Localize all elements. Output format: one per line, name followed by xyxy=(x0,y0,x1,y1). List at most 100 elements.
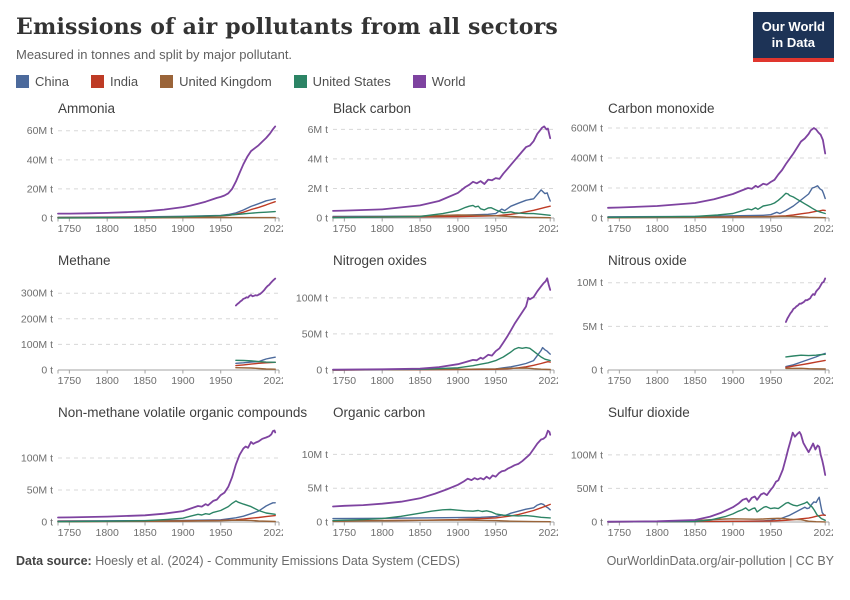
legend-label: United States xyxy=(312,74,391,89)
x-tick-label: 1850 xyxy=(133,527,157,539)
chart-plot-black-carbon: 0 t 2M t 4M t 6M t 1750 1800 1850 1900 1950 2022 xyxy=(308,124,558,235)
footer-link[interactable]: OurWorldinData.org/air-pollution | CC BY xyxy=(606,554,834,568)
series-line-china xyxy=(57,502,276,522)
x-tick-label: 1950 xyxy=(209,527,233,539)
x-tick-label: 1900 xyxy=(171,223,195,235)
x-tick-label: 1750 xyxy=(608,375,632,387)
x-tick-label: 1850 xyxy=(408,375,432,387)
x-tick-label: 1950 xyxy=(484,223,508,235)
y-tick-label: 6M t xyxy=(308,124,329,136)
series-line-india xyxy=(607,514,826,523)
y-tick-label: 0 t xyxy=(316,517,328,529)
series-line-united-kingdom xyxy=(607,517,826,523)
y-tick-label: 50M t xyxy=(27,485,53,497)
series-line-china xyxy=(607,185,826,218)
chart-plot-sulfur-dioxide: 0 t 50M t 100M t 1750 1800 1850 1900 1950 2022 xyxy=(571,431,833,539)
y-tick-label: 5M t xyxy=(308,483,329,495)
y-tick-label: 0 t xyxy=(41,213,53,225)
series-line-united-kingdom xyxy=(57,519,276,523)
y-tick-label: 100M t xyxy=(21,339,53,351)
y-tick-label: 400M t xyxy=(571,153,603,165)
x-tick-label: 1950 xyxy=(484,527,508,539)
chart-title-non-methane-volatile-organic-compounds: Non-methane volatile organic compounds xyxy=(58,405,308,420)
y-tick-label: 40M t xyxy=(27,154,53,166)
chart-plot-non-methane-volatile-organic-compounds: 0 t 50M t 100M t 1750 1800 1850 1900 1950 2022 xyxy=(21,429,283,539)
x-tick-label: 1750 xyxy=(58,223,82,235)
y-tick-label: 200M t xyxy=(571,183,603,195)
chart-nitrogen-oxides: Nitrogen oxides 0 t 50M t 100M t 1750 1800 185… xyxy=(291,247,558,394)
series-line-united-kingdom xyxy=(332,367,551,371)
series-line-united-states xyxy=(332,204,551,219)
header: Emissions of air pollutants from all sec… xyxy=(16,10,834,62)
y-tick-label: 200M t xyxy=(21,313,53,325)
series-line-world xyxy=(234,277,277,307)
data-source-text: Hoesly et al. (2024) - Community Emissio… xyxy=(91,554,460,568)
chart-title-sulfur-dioxide: Sulfur dioxide xyxy=(608,405,690,420)
chart-ammonia: Ammonia 0 t 20M t 40M t 60M t 1750 1800 1850 190… xyxy=(16,95,283,242)
series-line-india xyxy=(332,205,551,219)
x-tick-label: 1950 xyxy=(759,223,783,235)
legend-item-india: India xyxy=(90,74,139,89)
series-line-united-states xyxy=(57,210,276,219)
legend-label: World xyxy=(431,74,466,89)
series-line-world xyxy=(332,429,552,508)
x-tick-label: 1850 xyxy=(408,223,432,235)
y-tick-label: 100M t xyxy=(571,449,603,461)
series-line-united-states xyxy=(785,353,826,358)
x-tick-label: 1850 xyxy=(683,527,707,539)
y-tick-label: 0 t xyxy=(41,517,53,529)
legend-label: India xyxy=(109,74,139,89)
x-tick-label: 1750 xyxy=(58,375,82,387)
x-tick-label: 1850 xyxy=(683,375,707,387)
y-tick-label: 0 t xyxy=(316,213,328,225)
series-line-united-states xyxy=(607,192,826,219)
owid-logo[interactable]: Our World in Data xyxy=(752,12,834,62)
x-tick-label: 1950 xyxy=(209,223,233,235)
x-tick-label: 1900 xyxy=(721,527,745,539)
series-line-united-kingdom xyxy=(785,367,826,370)
chart-title-black-carbon: Black carbon xyxy=(333,101,412,116)
series-line-china xyxy=(607,496,826,523)
y-tick-label: 0 t xyxy=(316,365,328,377)
x-tick-label: 1900 xyxy=(446,375,470,387)
chart-nitrous-oxide: Nitrous oxide 0 t 5M t 10M t 1750 1800 1850 190… xyxy=(566,247,833,394)
y-tick-label: 2M t xyxy=(308,183,329,195)
chart-title-carbon-monoxide: Carbon monoxide xyxy=(608,101,715,116)
x-tick-label: 2022 xyxy=(264,375,283,387)
x-tick-label: 2022 xyxy=(539,527,558,539)
x-tick-label: 1800 xyxy=(96,375,120,387)
x-tick-label: 1800 xyxy=(96,527,120,539)
x-tick-label: 1900 xyxy=(446,527,470,539)
x-tick-label: 1850 xyxy=(133,375,157,387)
legend-item-united-states: United States xyxy=(293,74,391,89)
series-line-united-kingdom xyxy=(607,215,826,219)
y-tick-label: 50M t xyxy=(577,483,603,495)
y-tick-label: 10M t xyxy=(577,277,603,289)
series-line-china xyxy=(332,189,551,218)
x-tick-label: 1850 xyxy=(408,527,432,539)
x-tick-label: 2022 xyxy=(264,223,283,235)
owid-logo-line1: Our World xyxy=(761,19,825,34)
page-subtitle: Measured in tonnes and split by major po… xyxy=(16,47,293,62)
x-tick-label: 1750 xyxy=(58,527,82,539)
chart-title-ammonia: Ammonia xyxy=(58,101,116,116)
x-tick-label: 1950 xyxy=(759,375,783,387)
series-line-united-states xyxy=(235,359,276,364)
x-tick-label: 1750 xyxy=(608,223,632,235)
y-tick-label: 10M t xyxy=(302,449,328,461)
series-line-united-states xyxy=(332,346,551,371)
series-line-world xyxy=(332,277,552,371)
legend-item-united-kingdom: United Kingdom xyxy=(160,74,272,89)
chart-carbon-monoxide: Carbon monoxide 0 t 200M t 400M t 600M t 1750… xyxy=(566,95,833,242)
chart-black-carbon: Black carbon 0 t 2M t 4M t 6M t 1750 1800 1850 1… xyxy=(291,95,558,242)
chart-plot-carbon-monoxide: 0 t 200M t 400M t 600M t 1750 1800 1850 1900 195… xyxy=(571,123,833,236)
y-tick-label: 0 t xyxy=(591,213,603,225)
y-tick-label: 20M t xyxy=(27,183,53,195)
x-tick-label: 1800 xyxy=(646,527,670,539)
x-tick-label: 2022 xyxy=(264,527,283,539)
y-tick-label: 5M t xyxy=(583,321,604,333)
x-tick-label: 1950 xyxy=(209,375,233,387)
legend-swatch xyxy=(293,75,307,88)
chart-plot-nitrous-oxide: 0 t 5M t 10M t 1750 1800 1850 1900 1950 2022 xyxy=(577,277,833,387)
series-line-world xyxy=(784,277,827,323)
